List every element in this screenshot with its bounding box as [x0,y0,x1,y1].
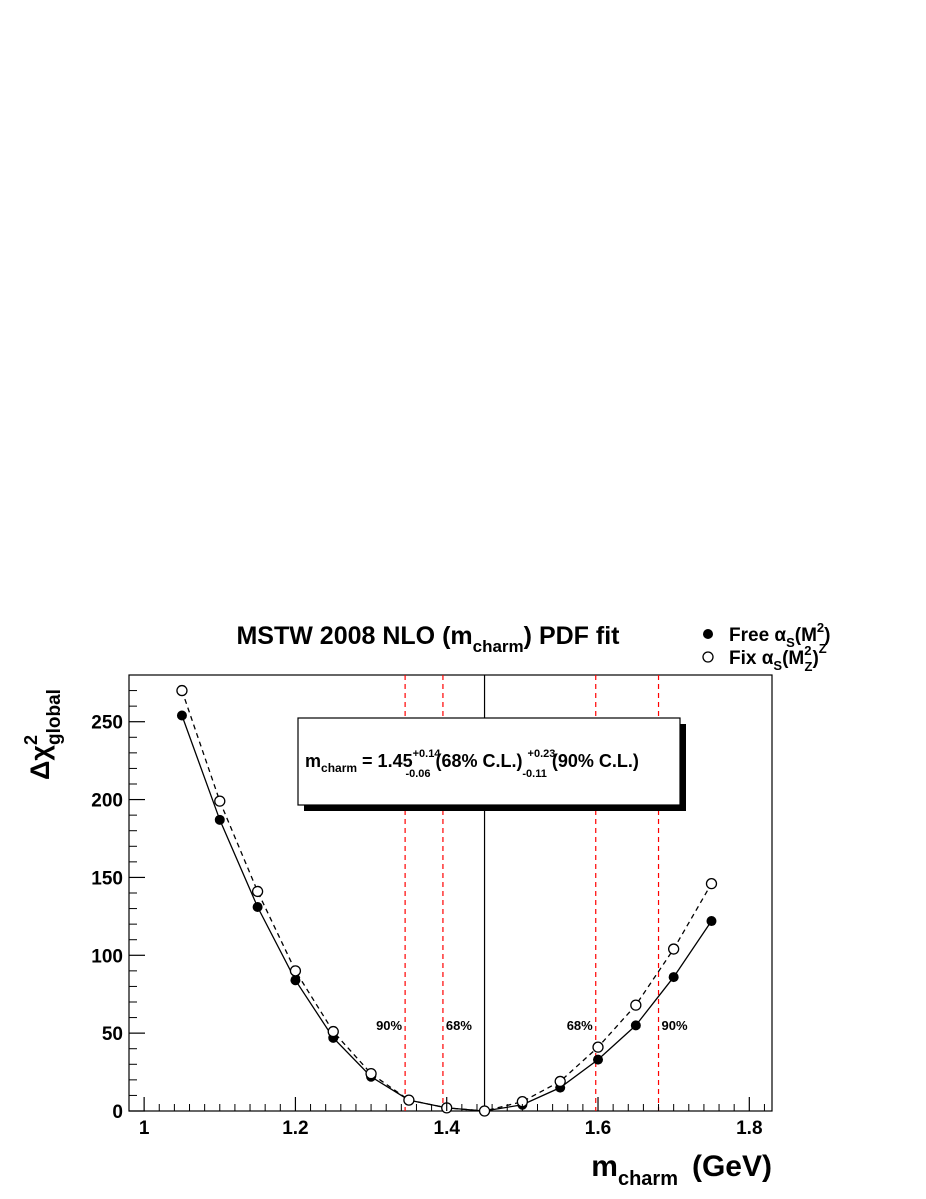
annotation-box: mcharm = 1.45+0.14 -0.06 (68% C.L.) +0.23… [297,717,686,811]
point-fix-8 [478,1105,491,1117]
point-fix-10 [554,1075,566,1088]
point-fix-11 [592,1041,604,1053]
cl-label-2: 68% [567,1018,593,1033]
title-pre: MSTW 2008 NLO (m [236,622,472,650]
point-free-13 [668,972,679,983]
title-sub: charm [473,637,524,656]
point-fix-13 [668,943,680,955]
cl-label-3: 90% [662,1018,688,1033]
cl-label-1: 68% [446,1018,472,1033]
point-free-2 [252,902,263,913]
point-free-11 [593,1054,604,1065]
legend-label-fix: Fix αS(M2 Z)Z [729,641,827,674]
point-fix-3 [289,965,302,977]
legend-marker-filled [703,629,713,639]
title-post: ) PDF fit [524,622,620,650]
cl-lines-layer: 90% 68% 68% 90% [376,675,688,1111]
point-free-3 [290,975,301,986]
annotation-frame [297,717,681,806]
chart-title: MSTW 2008 NLO (mcharm) PDF fit [236,622,620,656]
point-free-1 [214,814,225,825]
point-fix-0 [176,684,188,697]
annotation-text: mcharm = 1.45+0.14 -0.06 (68% C.L.) +0.23… [305,748,639,780]
x-tick-label-0: 1 [139,1118,150,1139]
y-tick-label-0: 0 [112,1102,123,1123]
legend-label-free: Free αS(M2) [729,620,830,650]
point-free-12 [630,1020,641,1031]
point-fix-4 [327,1025,339,1038]
cl-label-0: 90% [376,1018,402,1033]
y-tick-label-2: 100 [91,946,123,967]
point-fix-12 [630,999,642,1011]
point-fix-5 [365,1067,377,1080]
x-tick-label-2: 1.4 [434,1118,461,1139]
legend-marker-open [702,651,714,663]
legend: Free αS(M2) Fix αS(M2 Z)Z [702,620,830,674]
y-axis-title: Δχ2 global [21,689,65,780]
point-fix-6 [403,1094,415,1106]
axes-layer: 1 1.2 1.4 1.6 1.8 0 50 100 150 200 250 [91,690,765,1139]
x-axis-title: mcharm (GeV) [591,1150,772,1190]
x-tick-label-1: 1.2 [282,1118,308,1139]
x-tick-label-3: 1.6 [585,1118,611,1139]
y-tick-label-5: 250 [91,713,123,734]
y-tick-label-3: 150 [91,868,123,889]
y-tick-label-4: 200 [91,791,123,812]
point-fix-14 [705,878,718,890]
point-free-14 [706,916,717,927]
point-fix-1 [214,795,226,807]
y-tick-label-1: 50 [102,1024,123,1045]
point-fix-2 [251,885,264,898]
x-tick-label-4: 1.8 [736,1118,762,1139]
point-free-0 [176,710,187,721]
